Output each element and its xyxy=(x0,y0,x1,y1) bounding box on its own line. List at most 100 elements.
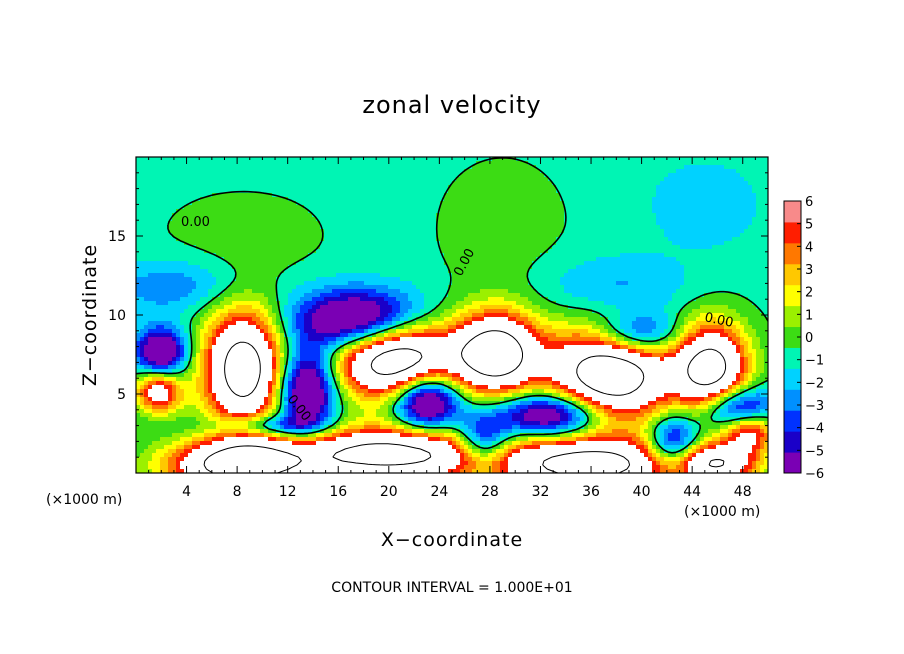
heatmap-cell xyxy=(616,265,621,270)
heatmap-cell xyxy=(144,237,149,242)
heatmap-cell xyxy=(556,221,561,226)
heatmap-cell xyxy=(364,197,369,202)
heatmap-cell xyxy=(444,273,449,278)
heatmap-cell xyxy=(424,241,429,246)
heatmap-cell xyxy=(732,205,737,210)
heatmap-cell xyxy=(540,181,545,186)
heatmap-cell xyxy=(172,193,177,198)
heatmap-cell xyxy=(476,213,481,218)
heatmap-cell xyxy=(192,205,197,210)
heatmap-cell xyxy=(652,277,657,282)
heatmap-cell xyxy=(352,269,357,274)
heatmap-cell xyxy=(712,249,717,254)
heatmap-cell xyxy=(692,273,697,278)
heatmap-cell xyxy=(688,173,693,178)
heatmap-cell xyxy=(308,177,313,182)
heatmap-cell xyxy=(624,177,629,182)
heatmap-cell xyxy=(432,205,437,210)
heatmap-cell xyxy=(684,165,689,170)
heatmap-cell xyxy=(716,237,721,242)
heatmap-cell xyxy=(416,225,421,230)
heatmap-cell xyxy=(744,229,749,234)
heatmap-cell xyxy=(172,257,177,262)
heatmap-cell xyxy=(332,241,337,246)
heatmap-cell xyxy=(740,233,745,238)
heatmap-cell xyxy=(184,245,189,250)
heatmap-cell xyxy=(516,245,521,250)
heatmap-cell xyxy=(236,185,241,190)
heatmap-cell xyxy=(528,209,533,214)
heatmap-cell xyxy=(420,257,425,262)
heatmap-cell xyxy=(560,193,565,198)
heatmap-cell xyxy=(660,201,665,206)
heatmap-cell xyxy=(632,261,637,266)
heatmap-cell xyxy=(708,157,713,162)
heatmap-cell xyxy=(452,193,457,198)
heatmap-cell xyxy=(640,165,645,170)
heatmap-cell xyxy=(236,213,241,218)
heatmap-cell xyxy=(568,205,573,210)
heatmap-cell xyxy=(500,257,505,262)
heatmap-cell xyxy=(736,165,741,170)
heatmap-cell xyxy=(208,213,213,218)
heatmap-cell xyxy=(248,245,253,250)
heatmap-cell xyxy=(180,177,185,182)
heatmap-cell xyxy=(732,261,737,266)
heatmap-cell xyxy=(592,277,597,282)
heatmap-cell xyxy=(584,157,589,162)
heatmap-cell xyxy=(388,177,393,182)
heatmap-cell xyxy=(372,177,377,182)
heatmap-cell xyxy=(336,277,341,282)
heatmap-cell xyxy=(392,185,397,190)
heatmap-cell xyxy=(376,257,381,262)
heatmap-cell xyxy=(476,165,481,170)
heatmap-cell xyxy=(656,257,661,262)
heatmap-cell xyxy=(728,189,733,194)
heatmap-cell xyxy=(672,213,677,218)
heatmap-cell xyxy=(480,253,485,258)
heatmap-cell xyxy=(360,253,365,258)
heatmap-cell xyxy=(208,181,213,186)
heatmap-cell xyxy=(676,241,681,246)
heatmap-cell xyxy=(176,265,181,270)
heatmap-cell xyxy=(668,265,673,270)
heatmap-cell xyxy=(764,185,768,190)
heatmap-cell xyxy=(432,213,437,218)
heatmap-cell xyxy=(580,209,585,214)
heatmap-cell xyxy=(176,213,181,218)
heatmap-cell xyxy=(732,229,737,234)
heatmap-cell xyxy=(324,169,329,174)
heatmap-cell xyxy=(420,189,425,194)
heatmap-cell xyxy=(660,205,665,210)
heatmap-cell xyxy=(412,241,417,246)
heatmap-cell xyxy=(316,253,321,258)
heatmap-cell xyxy=(652,161,657,166)
heatmap-cell xyxy=(664,273,669,278)
heatmap-cell xyxy=(352,157,357,162)
heatmap-cell xyxy=(620,269,625,274)
heatmap-cell xyxy=(728,237,733,242)
heatmap-cell xyxy=(676,177,681,182)
heatmap-cell xyxy=(236,261,241,266)
heatmap-cell xyxy=(144,269,149,274)
heatmap-cell xyxy=(424,181,429,186)
heatmap-cell xyxy=(228,269,233,274)
heatmap-cell xyxy=(408,277,413,282)
heatmap-cell xyxy=(472,245,477,250)
heatmap-cell xyxy=(460,205,465,210)
heatmap-cell xyxy=(508,169,513,174)
heatmap-cell xyxy=(460,249,465,254)
heatmap-cell xyxy=(140,249,145,254)
heatmap-cell xyxy=(600,241,605,246)
heatmap-cell xyxy=(248,165,253,170)
heatmap-cell xyxy=(372,249,377,254)
heatmap-cell xyxy=(732,257,737,262)
heatmap-cell xyxy=(728,261,733,266)
heatmap-cell xyxy=(236,245,241,250)
heatmap-cell xyxy=(652,205,657,210)
heatmap-cell xyxy=(656,193,661,198)
heatmap-cell xyxy=(532,213,537,218)
heatmap-cell xyxy=(656,225,661,230)
heatmap-cell xyxy=(468,233,473,238)
heatmap-cell xyxy=(640,213,645,218)
